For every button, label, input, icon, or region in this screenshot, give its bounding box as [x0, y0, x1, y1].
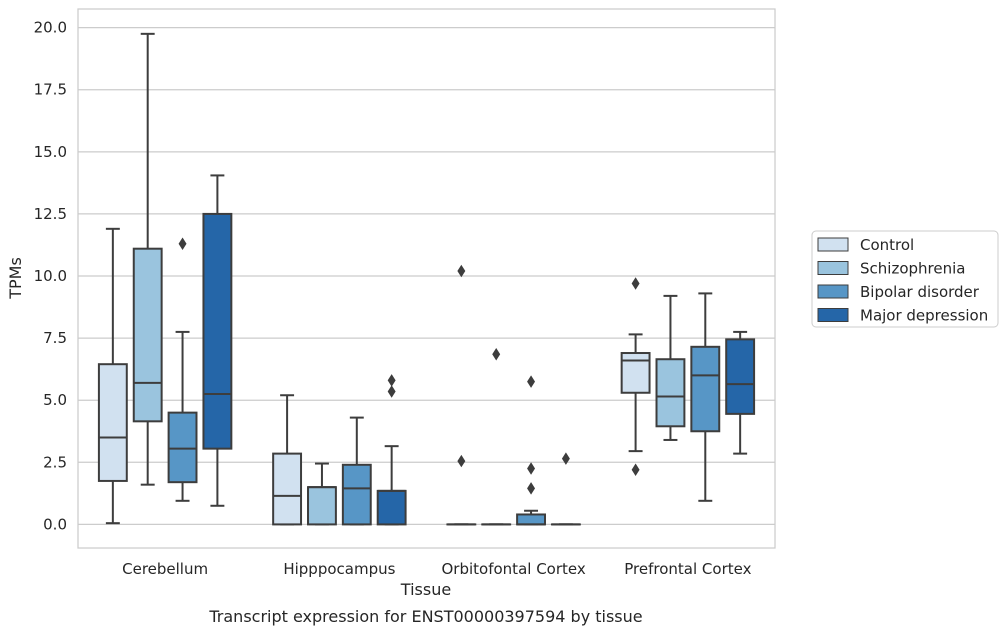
x-tick-label: Prefrontal Cortex	[624, 560, 751, 578]
y-tick-label: 15.0	[34, 143, 67, 161]
box-major-depression	[550, 452, 581, 526]
outlier-marker	[527, 462, 536, 475]
box-major-depression	[376, 374, 407, 526]
plot-area-frame	[77, 8, 776, 549]
y-tick-label: 7.5	[43, 329, 67, 347]
y-tick-label: 10.0	[34, 267, 67, 285]
iqr-box	[97, 363, 128, 482]
y-tick-label: 17.5	[34, 81, 67, 99]
x-tick-label: Orbitofontal Cortex	[442, 560, 586, 578]
legend-swatch	[817, 308, 849, 322]
box-schizophrenia	[132, 32, 163, 486]
y-tick-label: 12.5	[34, 205, 67, 223]
x-axis-label: Tissue	[400, 580, 451, 599]
legend-swatch	[817, 237, 849, 252]
legend-label: Control	[860, 236, 914, 254]
x-tick-labels: Cerebellum Hipppocampus Orbitofontal Corte…	[122, 560, 751, 578]
iqr-box	[725, 338, 756, 415]
iqr-box	[202, 212, 233, 450]
y-tick-label: 20.0	[34, 19, 67, 37]
outlier-marker	[178, 237, 187, 250]
legend-label: Bipolar disorder	[860, 283, 980, 301]
legend-item: Schizophrenia	[817, 260, 965, 278]
box-control	[446, 264, 477, 526]
legend-item: Bipolar disorder	[817, 283, 980, 301]
legend-label: Schizophrenia	[860, 260, 965, 278]
y-tick-label: 0.0	[43, 515, 67, 533]
boxes	[97, 32, 756, 526]
legend: Control Schizophrenia Bipolar disorder Majo…	[811, 230, 999, 328]
iqr-box	[307, 486, 337, 526]
iqr-box	[690, 345, 721, 433]
y-axis-label: TPMs	[6, 257, 25, 300]
outlier-marker	[387, 385, 396, 398]
box-control	[272, 394, 303, 526]
box-bipolar-disorder	[516, 375, 546, 526]
outlier-marker	[631, 463, 640, 477]
iqr-box	[376, 489, 407, 526]
outlier-marker	[492, 348, 501, 361]
iqr-box	[132, 247, 163, 423]
outlier-marker	[631, 277, 640, 290]
outlier-marker	[561, 452, 570, 465]
box-schizophrenia	[481, 348, 512, 526]
legend-swatch	[817, 261, 849, 275]
box-schizophrenia	[655, 294, 686, 441]
iqr-box	[341, 463, 372, 526]
y-tick-labels: 0.0 2.5 5.0 7.5 10.0 12.5 15.0 17.5 20.0	[34, 19, 67, 534]
box-control	[620, 277, 651, 477]
legend-item: Major depression	[817, 307, 988, 325]
iqr-box	[516, 513, 546, 526]
y-tick-label: 2.5	[43, 453, 67, 471]
box-major-depression	[725, 330, 756, 455]
iqr-box	[272, 452, 303, 526]
outlier-marker	[387, 374, 396, 387]
outlier-marker	[457, 264, 466, 278]
iqr-box	[167, 411, 198, 484]
iqr-box	[620, 352, 651, 394]
legend-label: Major depression	[860, 307, 988, 325]
box-schizophrenia	[307, 462, 337, 526]
box-bipolar-disorder	[341, 416, 372, 526]
iqr-box	[655, 358, 686, 428]
figure-caption: Transcript expression for ENST0000039759…	[208, 607, 642, 626]
box-control	[97, 227, 128, 525]
legend-swatch	[817, 284, 849, 299]
x-tick-label: Hipppocampus	[283, 560, 395, 578]
x-tick-label: Cerebellum	[122, 560, 208, 578]
box-bipolar-disorder	[167, 237, 198, 502]
box-bipolar-disorder	[690, 292, 721, 502]
legend-frame	[811, 230, 999, 328]
outlier-marker	[527, 482, 536, 495]
y-tick-label: 5.0	[43, 391, 67, 409]
outlier-marker	[457, 454, 466, 468]
legend-item: Control	[817, 236, 914, 254]
box-major-depression	[202, 174, 233, 507]
outlier-marker	[527, 375, 536, 388]
